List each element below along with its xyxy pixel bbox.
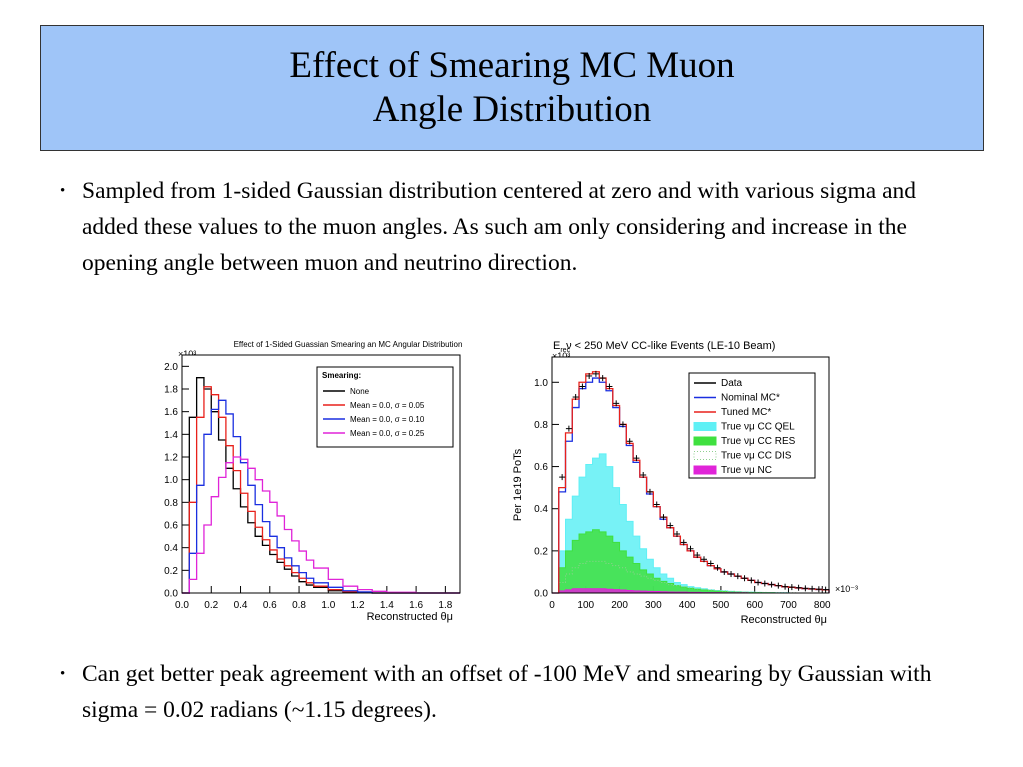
chart-left-x-tick-label: 0.8 [292, 600, 306, 611]
chart-left-y-tick-label: 1.2 [164, 453, 178, 464]
chart-right-x-tick-label: 600 [746, 600, 763, 611]
chart-right-legend: Data Nominal MC* Tuned MC* True νμ CC QEL Tr… [688, 372, 816, 479]
chart-right-legend-label: True νμ CC RES [721, 436, 796, 447]
chart-left-y-tick-label: 1.6 [164, 407, 178, 418]
chart-left-x-tick-label: 1.2 [351, 600, 365, 611]
chart-left-series-mean-0-0-0-05 [182, 386, 460, 594]
chart-left-legend-label: None [350, 387, 370, 396]
chart-right-legend-label: Data [721, 378, 743, 389]
chart-right-title-rest: < 250 MeV CC-like Events (LE-10 Beam) [572, 340, 776, 352]
chart-right-x-tick-label: 800 [814, 600, 831, 611]
chart-left-x-tick-label: 0.4 [234, 600, 248, 611]
cc-like-events-chart: Erecν < 250 MeV CC-like Events (LE-10 Be… [505, 335, 865, 627]
chart-left-x-tick-label: 1.4 [380, 600, 394, 611]
chart-right-legend-label: True νμ NC [721, 465, 772, 476]
chart-left-y-tick-label: 1.4 [164, 430, 178, 441]
chart-right-frame [551, 356, 830, 594]
chart-left-x-tick-labels: 0.0 0.2 0.4 0.6 0.8 1.0 1.2 1.4 1.6 1.8 [175, 600, 453, 611]
chart-right-y-tick-label: 0.8 [534, 420, 548, 431]
chart-left-y-tick-label: 0.4 [164, 543, 178, 554]
chart-left-y-tick-label: 0.0 [164, 589, 178, 600]
chart-left-frame [181, 354, 461, 594]
chart-right-x-tick-label: 700 [780, 600, 797, 611]
chart-right-x-tick-label: 0 [549, 600, 555, 611]
slide-title-line-1: Effect of Smearing MC Muon [289, 45, 735, 86]
chart-left-series [182, 377, 460, 594]
chart-right-x-tick-label: 400 [679, 600, 696, 611]
chart-right-legend-swatch [693, 422, 717, 431]
bullet-item-1: • Sampled from 1-sided Gaussian distribu… [60, 173, 980, 323]
chart-right-y-tick-label: 0.0 [534, 589, 548, 600]
chart-left-y-tick-label: 2.0 [164, 362, 178, 373]
chart-right-title: Erecν < 250 MeV CC-like Events (LE-10 Be… [553, 340, 775, 354]
chart-right-x-tick-label: 300 [645, 600, 662, 611]
chart-right-y-tick-labels: 0.0 0.2 0.4 0.6 0.8 1.0 [534, 378, 548, 600]
chart-left-x-axis-label: Reconstructed θμ [367, 611, 453, 623]
chart-left-x-tick-label: 0.0 [175, 600, 189, 611]
chart-left-series-mean-0-0-0-10 [182, 399, 460, 594]
chart-right-legend-label: True νμ CC QEL [721, 422, 795, 433]
bullet-text-2: Can get better peak agreement with an of… [82, 661, 932, 723]
chart-right-legend-swatch [693, 436, 717, 446]
chart-right-x-exponent: ×10⁻³ [835, 584, 858, 594]
chart-left-x-tick-label: 1.8 [438, 600, 452, 611]
chart-right-y-exponent: ×10³ [552, 351, 570, 361]
chart-right-y-axis-label: Per 1e19 PoTs [512, 448, 524, 521]
chart-right-y-tick-label: 0.2 [534, 546, 548, 557]
chart-right-x-tick-label: 500 [713, 600, 730, 611]
chart-left-y-tick-labels: 0.0 0.2 0.4 0.6 0.8 1.0 1.2 1.4 1.6 1.8 2.0 [164, 362, 178, 600]
chart-left-x-tick-label: 0.6 [263, 600, 277, 611]
chart-right-x-axis-label: Reconstructed θμ [741, 614, 827, 626]
chart-right-x-tick-label: 200 [611, 600, 628, 611]
chart-left-legend-label: Mean = 0.0, σ = 0.10 [350, 415, 425, 424]
chart-right-title-prefix: E [553, 340, 560, 352]
chart-left-y-tick-label: 0.2 [164, 566, 178, 577]
chart-right-y-tick-label: 0.4 [534, 504, 548, 515]
chart-left-legend-label: Mean = 0.0, σ = 0.05 [350, 401, 425, 410]
slide-title-box: Effect of Smearing MC Muon Angle Distrib… [40, 25, 984, 151]
smearing-angle-chart: Effect of 1-Sided Guassian Smearing an M… [152, 335, 470, 627]
chart-right-y-tick-label: 1.0 [534, 378, 548, 389]
chart-right-legend-label: Tuned MC* [721, 407, 771, 418]
bullet-glyph: • [60, 666, 66, 682]
bullet-text-1: Sampled from 1-sided Gaussian distributi… [82, 178, 917, 276]
chart-right-x-tick-labels: 0 100 200 300 400 500 600 700 800 [549, 600, 831, 611]
chart-right-title-nu: ν [566, 340, 572, 352]
chart-right-y-tick-label: 0.6 [534, 462, 548, 473]
chart-left-y-tick-label: 0.6 [164, 521, 178, 532]
chart-left-legend-label: Mean = 0.0, σ = 0.25 [350, 429, 425, 438]
chart-left-legend: Smearing: None Mean = 0.0, σ = 0.05 Mean =… [316, 366, 454, 448]
chart-right-x-tick-label: 100 [577, 600, 594, 611]
chart-left-legend-items: None Mean = 0.0, σ = 0.05 Mean = 0.0, σ = … [323, 387, 425, 438]
chart-right-title-sub: rec [560, 347, 570, 354]
chart-left-y-tick-label: 0.8 [164, 498, 178, 509]
chart-right-legend-label: True νμ CC DIS [721, 451, 792, 462]
chart-left-x-tick-label: 1.6 [409, 600, 423, 611]
chart-left-x-tick-label: 0.2 [204, 600, 218, 611]
slide-title-line-2: Angle Distribution [372, 89, 652, 130]
chart-right-legend-items: Data Nominal MC* Tuned MC* True νμ CC QEL Tr… [693, 378, 796, 476]
chart-left-series-mean-0-0-0-25 [182, 456, 460, 594]
chart-left-legend-title: Smearing: [322, 371, 361, 380]
chart-right-legend-label: Nominal MC* [721, 393, 780, 404]
bullet-glyph: • [60, 183, 66, 199]
chart-left-x-tick-label: 1.0 [321, 600, 335, 611]
chart-left-title: Effect of 1-Sided Guassian Smearing an M… [234, 340, 463, 349]
chart-left-y-tick-label: 1.8 [164, 385, 178, 396]
chart-left-y-tick-label: 1.0 [164, 475, 178, 486]
chart-left-y-exponent: ×10³ [178, 349, 196, 359]
bullet-item-2: • Can get better peak agreement with an … [60, 656, 980, 736]
chart-right-legend-swatch [693, 465, 717, 475]
